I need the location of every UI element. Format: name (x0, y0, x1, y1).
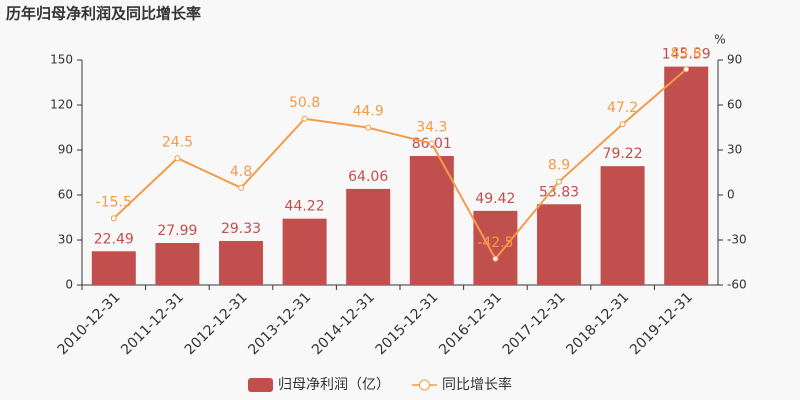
line-point (683, 66, 690, 73)
bar-value-label: 53.83 (539, 184, 579, 200)
bar (600, 166, 645, 285)
line-value-label: 47.2 (607, 100, 638, 116)
x-tick-label: 2013-12-31 (245, 289, 314, 358)
bar-value-label: 27.99 (157, 223, 197, 239)
bar-value-label: 44.22 (285, 199, 325, 215)
line (113, 68, 687, 261)
y-tick-label: 60 (58, 188, 73, 202)
line-value-label: 4.8 (230, 164, 252, 180)
y-tick-label: 150 (50, 53, 73, 67)
line-point (556, 178, 562, 185)
bar (91, 251, 136, 285)
x-tick-label: 2015-12-31 (373, 289, 442, 358)
y2-tick-label: 60 (727, 98, 742, 112)
y-tick-label: 30 (58, 233, 73, 247)
line-point (619, 121, 626, 128)
legend-label: 同比增长率 (442, 376, 512, 393)
x-tick-label: 2011-12-31 (118, 289, 187, 358)
legend-swatch (248, 378, 273, 392)
chart-title: 历年归母净利润及同比增长率 (6, 5, 201, 23)
x-tick-label: 2017-12-31 (500, 289, 569, 358)
y-tick-label: 120 (50, 98, 73, 112)
bar (537, 204, 581, 285)
bar (664, 66, 709, 286)
y2-tick-label: -30 (727, 233, 747, 247)
line-point (174, 155, 181, 162)
x-tick-label: 2012-12-31 (182, 289, 251, 358)
bar (409, 155, 454, 285)
y-tick-label: 0 (65, 278, 73, 292)
line-point (301, 115, 308, 122)
bar-value-label: 145.59 (662, 47, 711, 63)
line-value-label: 50.8 (289, 95, 320, 111)
y2-tick-label: 0 (727, 188, 735, 202)
bar-value-label: 22.49 (94, 231, 134, 247)
line-point (365, 124, 372, 131)
bar (282, 218, 327, 285)
line-point (110, 215, 117, 222)
x-tick-label: 2014-12-31 (309, 289, 378, 358)
line-value-label: -15.5 (96, 194, 132, 210)
legend-swatch (419, 379, 430, 391)
line-value-label: 8.9 (548, 158, 570, 174)
line-value-label: 44.9 (353, 104, 384, 120)
bar (473, 210, 518, 285)
x-tick-label: 2010-12-31 (55, 289, 124, 358)
line-point (238, 184, 244, 191)
bar-value-label: 79.22 (603, 146, 643, 162)
y2-axis-label: % (714, 33, 725, 47)
line-value-label: 34.3 (416, 120, 447, 136)
y-tick-label: 90 (58, 143, 73, 157)
x-tick-label: 2019-12-31 (627, 289, 696, 358)
bar (155, 243, 200, 285)
bar (346, 188, 391, 285)
bar-value-label: 49.42 (475, 191, 515, 207)
line-value-label: 83.8 (671, 45, 702, 61)
bar-value-label: 29.33 (221, 221, 261, 237)
bar (219, 241, 263, 285)
bar-value-label: 64.06 (348, 169, 388, 185)
line-point (428, 140, 435, 147)
y2-tick-label: 90 (727, 53, 742, 67)
x-tick-label: 2016-12-31 (436, 289, 505, 358)
y2-tick-label: 30 (727, 143, 742, 157)
legend-label: 归母净利润（亿） (278, 376, 390, 393)
y2-tick-label: -60 (727, 278, 747, 292)
line-value-label: 24.5 (162, 134, 193, 150)
x-tick-label: 2018-12-31 (563, 289, 632, 358)
line-point (492, 255, 499, 262)
line-value-label: -42.5 (477, 235, 513, 251)
